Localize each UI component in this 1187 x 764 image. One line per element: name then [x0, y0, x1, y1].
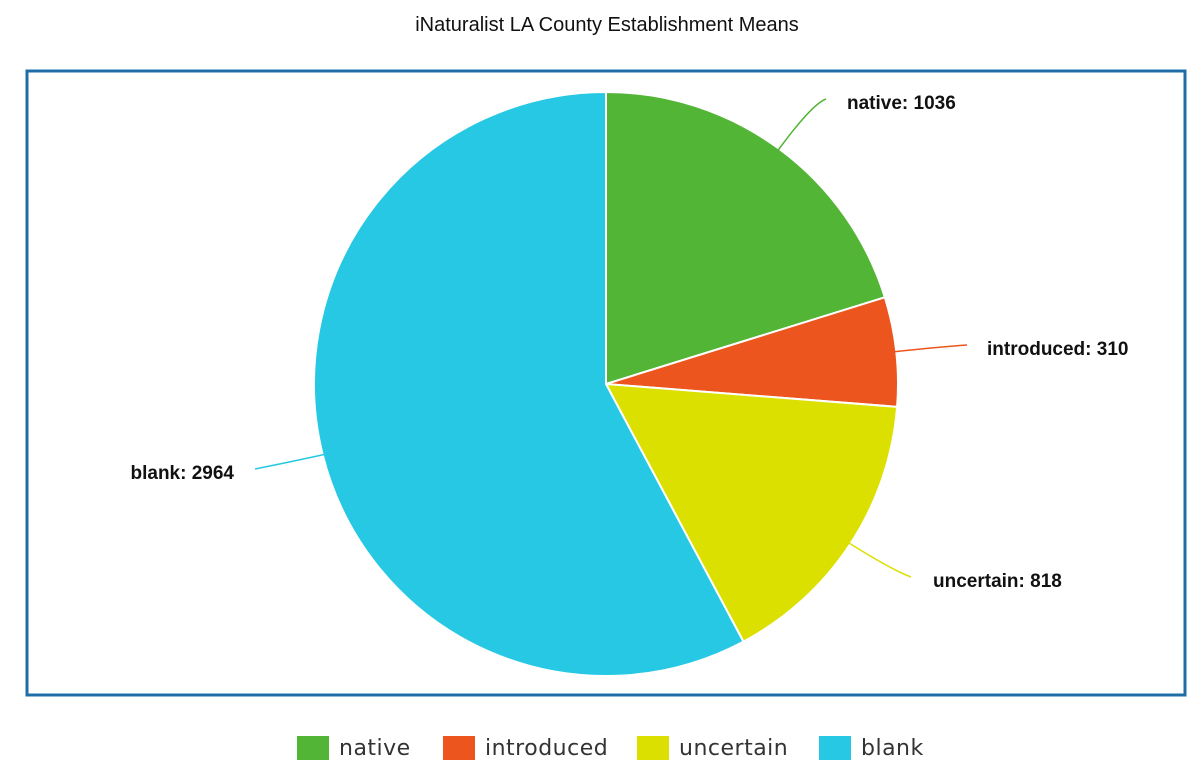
- legend-label-introduced: introduced: [485, 735, 609, 761]
- leader-line-native: [777, 98, 827, 151]
- legend-label-uncertain: uncertain: [679, 735, 789, 761]
- leader-line-blank: [254, 453, 325, 470]
- legend-item-native[interactable]: native: [297, 733, 411, 763]
- label-leaders: [254, 98, 968, 578]
- legend-label-native: native: [339, 735, 411, 761]
- slice-label-blank: blank: 2964: [131, 463, 235, 484]
- plot-frame: [25, 69, 1187, 697]
- legend-item-blank[interactable]: blank: [819, 733, 924, 763]
- pie-slices: [313, 91, 899, 677]
- legend: native introduced uncertain blank: [0, 733, 1187, 763]
- slice-label-native: native: 1036: [847, 93, 956, 114]
- legend-label-blank: blank: [861, 735, 924, 761]
- slice-label-uncertain: uncertain: 818: [933, 571, 1062, 592]
- legend-swatch-introduced: [443, 736, 475, 760]
- slice-labels: native: 1036 introduced: 310 uncertain: 81…: [131, 93, 1129, 592]
- slice-label-introduced: introduced: 310: [987, 339, 1128, 360]
- legend-item-introduced[interactable]: introduced: [443, 733, 608, 763]
- leader-line-introduced: [894, 344, 968, 353]
- leader-line-uncertain: [848, 542, 912, 578]
- pie-chart: native: 1036 introduced: 310 uncertain: 81…: [25, 69, 1187, 697]
- legend-item-uncertain[interactable]: uncertain: [637, 733, 788, 763]
- chart-title: iNaturalist LA County Establishment Mean…: [415, 14, 799, 36]
- legend-swatch-native: [297, 736, 329, 760]
- legend-swatch-blank: [819, 736, 851, 760]
- legend-swatch-uncertain: [637, 736, 669, 760]
